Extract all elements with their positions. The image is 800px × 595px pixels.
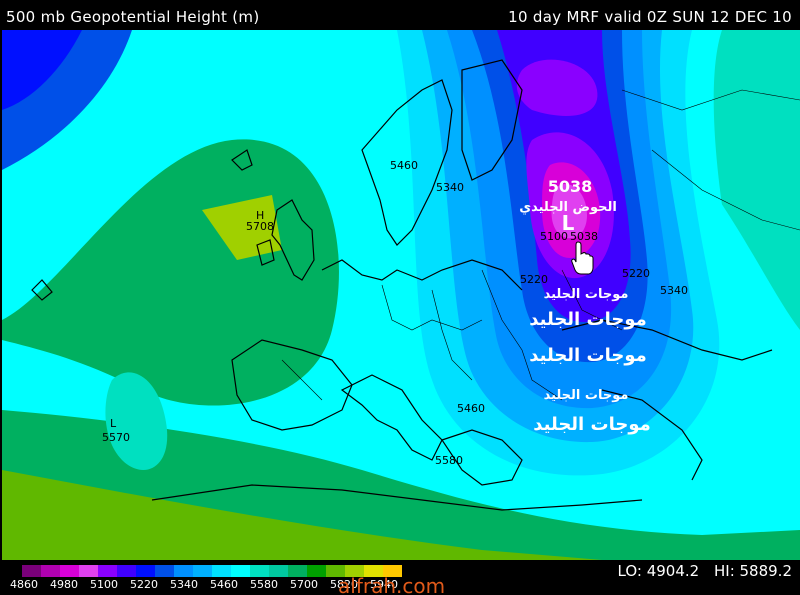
south-yellowgreen	[2, 470, 602, 560]
geopotential-map: 5460 5340 5100 5038 5220 5220 5340 5460 …	[2, 30, 800, 560]
high-letter: H	[256, 209, 264, 222]
wave-label: موجات الجليد	[544, 287, 629, 302]
band-nw-core	[2, 30, 82, 110]
trough-letter: L	[562, 211, 575, 235]
wave-label: موجات الجليد	[533, 414, 651, 435]
legend-swatch	[155, 565, 174, 577]
contour-label: 5460	[457, 402, 485, 415]
high-stat: HI: 5889.2	[713, 562, 792, 580]
legend-value: 5340	[170, 578, 198, 591]
contour-label: 5460	[390, 159, 418, 172]
wave-label: موجات الجليد	[529, 345, 647, 366]
legend-value: 5820	[330, 578, 358, 591]
legend-value: 5700	[290, 578, 318, 591]
hand-cursor-icon	[571, 241, 594, 275]
legend-swatch	[345, 565, 364, 577]
legend-swatch	[117, 565, 136, 577]
legend-swatch	[60, 565, 79, 577]
min-max-stats: LO: 4904.2 HI: 5889.2	[608, 562, 792, 580]
legend-swatch	[22, 565, 41, 577]
valid-time: 10 day MRF valid 0Z SUN 12 DEC 10	[508, 8, 792, 26]
trough-center	[551, 184, 587, 239]
legend-value: 4860	[10, 578, 38, 591]
sw-low	[105, 372, 168, 470]
legend-swatch	[269, 565, 288, 577]
map-title: 500 mb Geopotential Height (m)	[6, 8, 260, 26]
trough-value: 5038	[548, 177, 593, 196]
legend-value: 5460	[210, 578, 238, 591]
legend-value: 5220	[130, 578, 158, 591]
coastlines	[31, 59, 773, 511]
legend-swatch	[136, 565, 155, 577]
legend-value: 5580	[250, 578, 278, 591]
legend-labels: 4860 4980 5100 5220 5340 5460 5580 5700 5820 5940	[10, 578, 410, 591]
contour-label: 5340	[660, 284, 688, 297]
legend-value: 4980	[50, 578, 78, 591]
trough-name: الحوض الجليدي	[519, 200, 617, 215]
color-legend	[22, 565, 402, 577]
legend-swatch	[231, 565, 250, 577]
legend-swatch	[307, 565, 326, 577]
legend-value: 5100	[90, 578, 118, 591]
legend-swatch	[326, 565, 345, 577]
band-ne	[562, 30, 800, 330]
low-stat: LO: 4904.2	[617, 562, 700, 580]
legend-swatch	[383, 565, 402, 577]
legend-swatch	[288, 565, 307, 577]
contour-label: 5038	[570, 230, 598, 243]
legend-swatch	[212, 565, 231, 577]
wave-label: موجات الجليد	[529, 309, 647, 330]
low-letter-sw: L	[110, 417, 117, 430]
legend-swatch	[364, 565, 383, 577]
contour-label: 5220	[622, 267, 650, 280]
contour-label: 5580	[435, 454, 463, 467]
legend-swatch	[193, 565, 212, 577]
legend-swatch	[79, 565, 98, 577]
legend-swatch	[250, 565, 269, 577]
legend-swatch	[98, 565, 117, 577]
borders	[281, 89, 800, 401]
low-value-sw: 5570	[102, 431, 130, 444]
watermark: alfrah.com	[338, 574, 446, 595]
trough-north-core	[516, 59, 598, 116]
contour-label: 5100	[540, 230, 568, 243]
legend-swatch	[41, 565, 60, 577]
high-value: 5708	[246, 220, 274, 233]
contour-label: 5340	[436, 181, 464, 194]
contour-label: 5220	[520, 273, 548, 286]
legend-value: 5940	[370, 578, 398, 591]
high-center	[202, 195, 282, 260]
wave-label: موجات الجليد	[544, 388, 629, 403]
legend-swatch	[174, 565, 193, 577]
